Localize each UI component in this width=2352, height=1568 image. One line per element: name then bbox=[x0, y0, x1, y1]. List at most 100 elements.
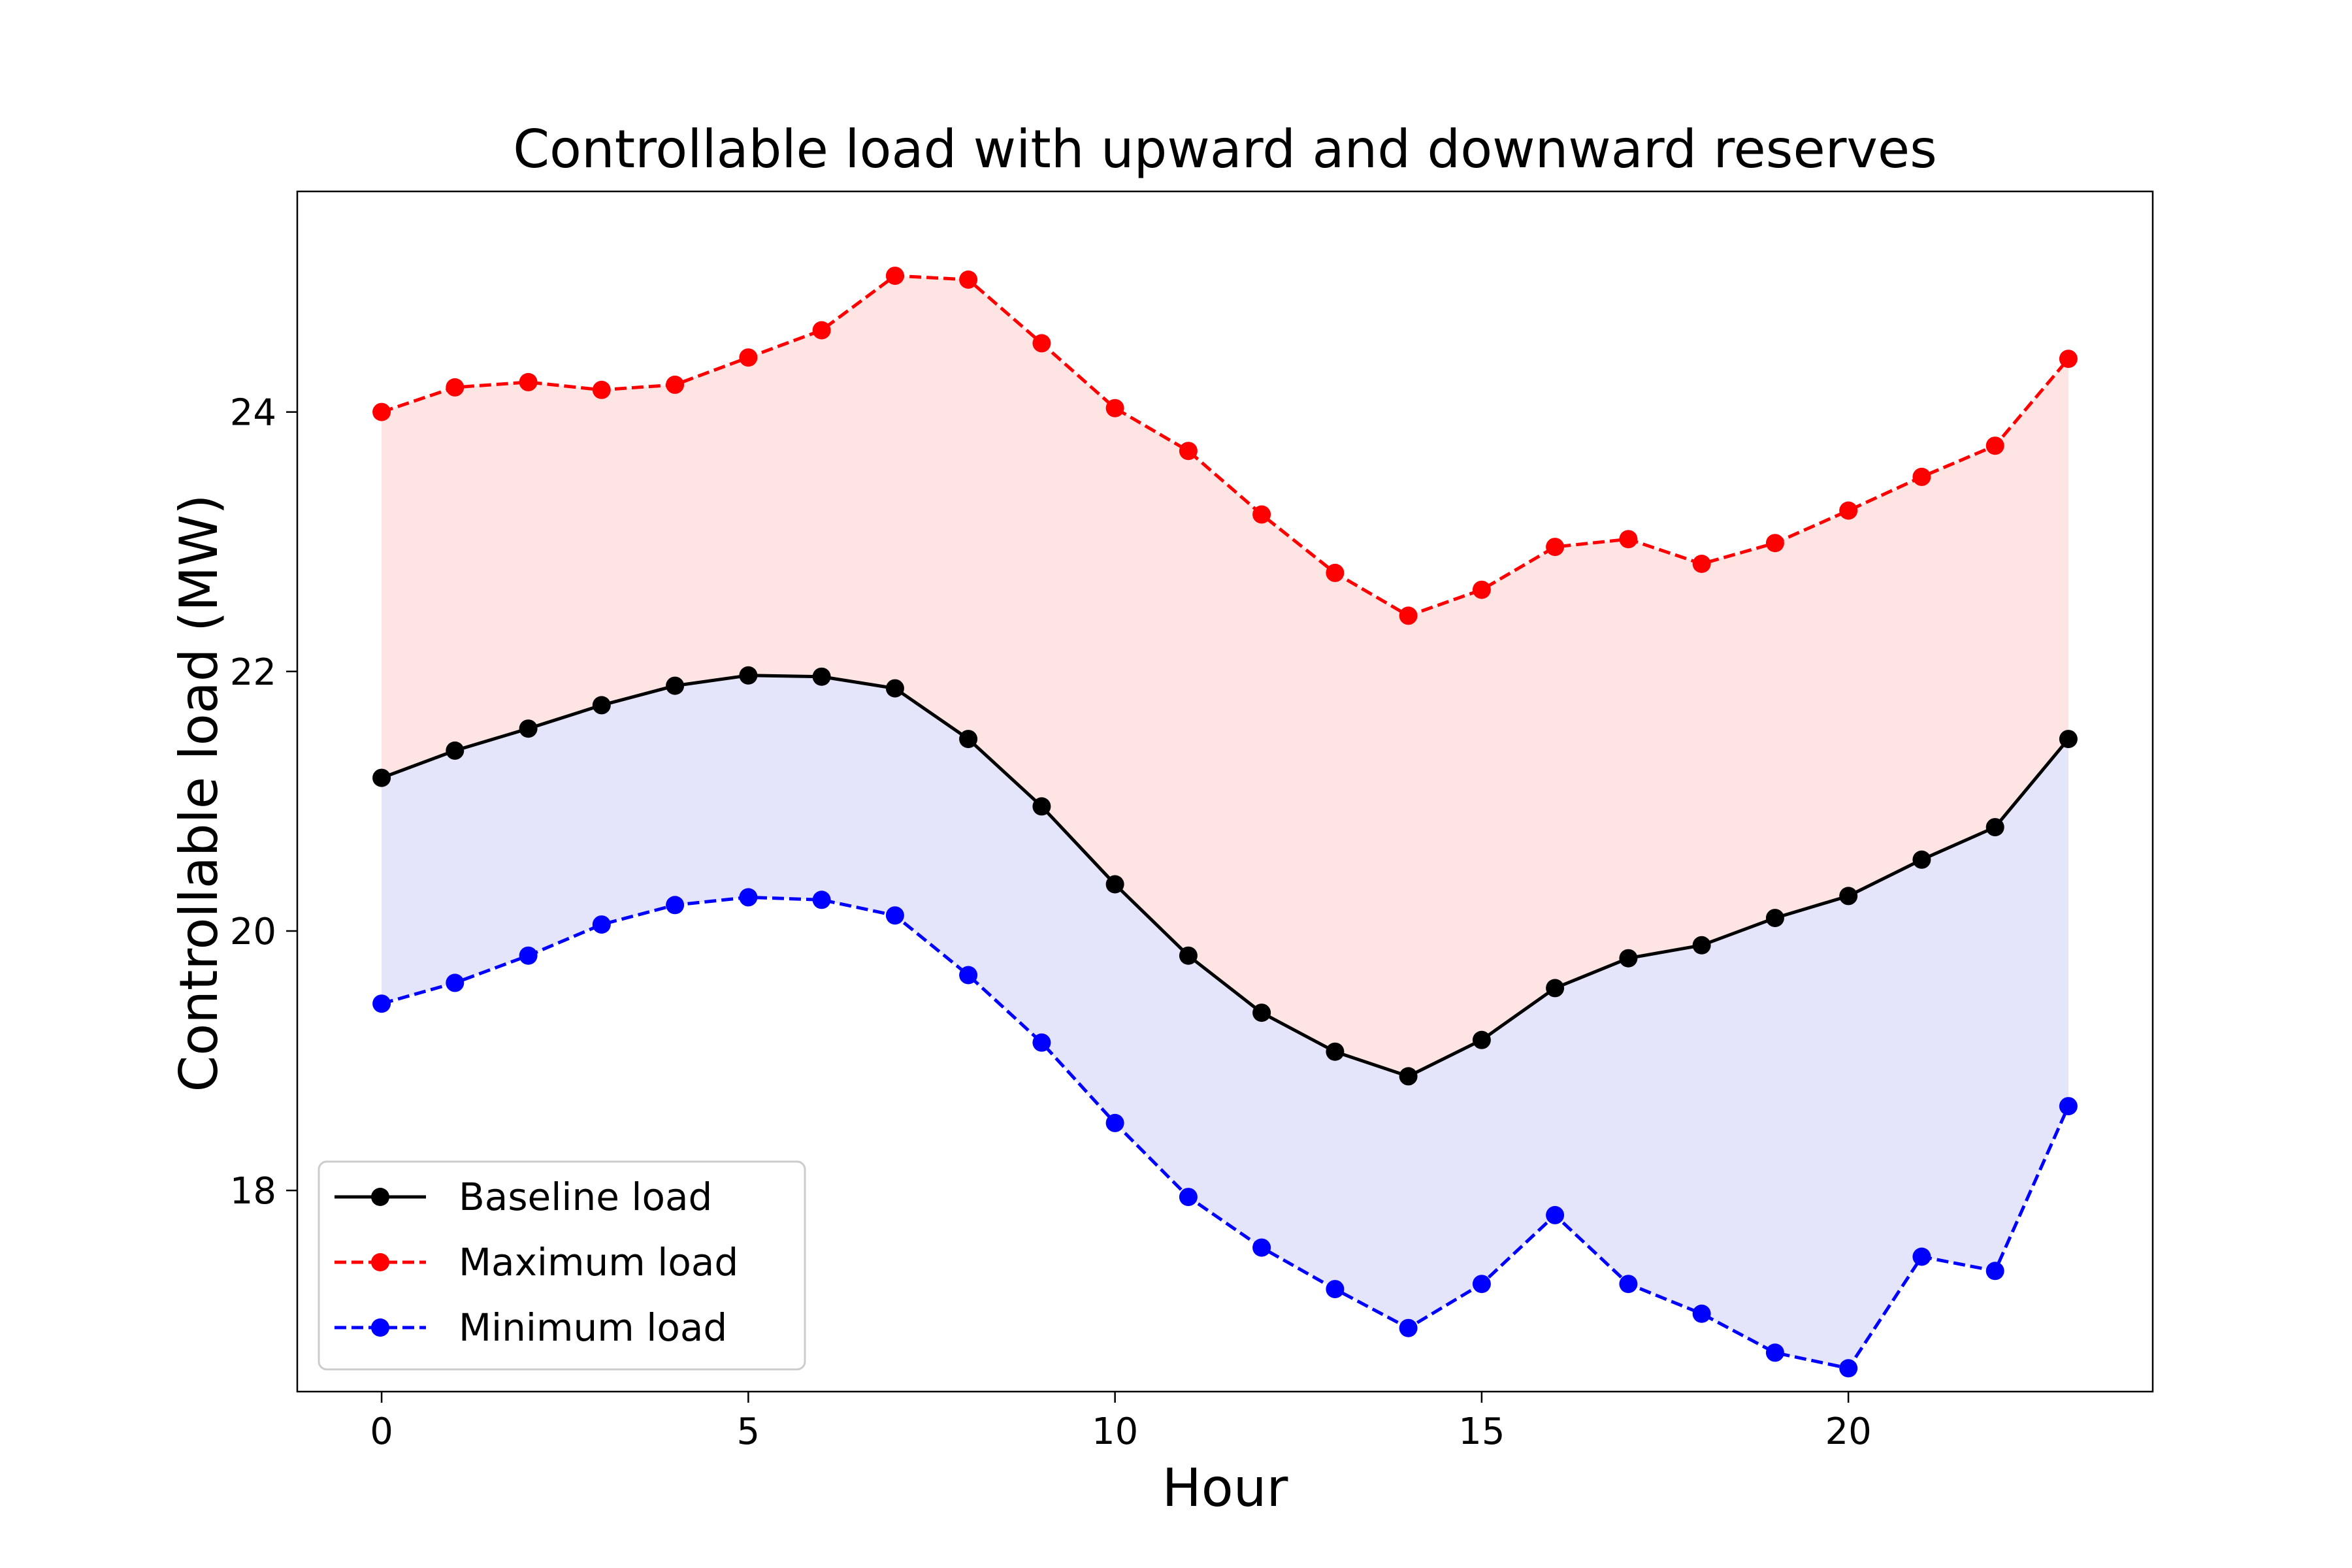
legend-label-minimum-load: Minimum load bbox=[459, 1305, 727, 1350]
legend-entry-baseline-load: Baseline load bbox=[335, 1175, 712, 1219]
point-baseline-load-0 bbox=[372, 768, 391, 787]
x-tick-label-5: 5 bbox=[737, 1411, 760, 1453]
x-axis-label: Hour bbox=[1162, 1458, 1288, 1518]
point-baseline-load-20 bbox=[1839, 887, 1858, 906]
point-maximum-load-21 bbox=[1912, 467, 1931, 486]
plot-frame bbox=[296, 190, 2154, 1393]
series-line-baseline-load bbox=[381, 674, 2070, 1078]
legend-label-maximum-load: Maximum load bbox=[459, 1240, 738, 1284]
point-maximum-load-8 bbox=[959, 270, 978, 289]
point-maximum-load-3 bbox=[592, 380, 611, 399]
point-minimum-load-6 bbox=[812, 890, 831, 909]
point-baseline-load-5 bbox=[739, 666, 758, 685]
point-maximum-load-2 bbox=[519, 372, 538, 391]
point-maximum-load-18 bbox=[1692, 555, 1711, 573]
x-tick-label-20: 20 bbox=[1825, 1411, 1872, 1453]
point-minimum-load-9 bbox=[1032, 1033, 1051, 1052]
point-maximum-load-19 bbox=[1765, 534, 1784, 553]
point-minimum-load-19 bbox=[1765, 1343, 1784, 1362]
legend: Baseline load Maximum load Minimum load bbox=[318, 1160, 806, 1371]
point-maximum-load-11 bbox=[1179, 442, 1198, 461]
point-minimum-load-23 bbox=[2059, 1097, 2078, 1116]
point-baseline-load-21 bbox=[1912, 850, 1931, 869]
point-minimum-load-22 bbox=[1985, 1262, 2004, 1281]
point-minimum-load-11 bbox=[1179, 1188, 1198, 1207]
point-minimum-load-8 bbox=[959, 966, 978, 985]
point-baseline-load-23 bbox=[2059, 730, 2078, 749]
point-baseline-load-10 bbox=[1105, 875, 1124, 894]
point-baseline-load-11 bbox=[1179, 946, 1198, 965]
point-minimum-load-7 bbox=[885, 906, 904, 925]
point-maximum-load-9 bbox=[1032, 334, 1051, 353]
point-minimum-load-5 bbox=[739, 888, 758, 907]
legend-entry-maximum-load: Maximum load bbox=[335, 1240, 738, 1284]
point-minimum-load-12 bbox=[1252, 1238, 1271, 1257]
point-minimum-load-14 bbox=[1399, 1318, 1418, 1337]
point-minimum-load-4 bbox=[666, 896, 685, 915]
point-maximum-load-7 bbox=[885, 267, 904, 286]
point-baseline-load-19 bbox=[1765, 909, 1784, 928]
y-tick-label-24: 24 bbox=[230, 392, 276, 434]
point-maximum-load-15 bbox=[1472, 580, 1491, 599]
series-maximum-load bbox=[372, 267, 2078, 625]
x-tick-label-10: 10 bbox=[1092, 1411, 1138, 1453]
point-maximum-load-1 bbox=[446, 378, 465, 397]
point-maximum-load-0 bbox=[372, 402, 391, 421]
point-minimum-load-0 bbox=[372, 994, 391, 1013]
y-axis-label: Controllable load (MW) bbox=[169, 494, 229, 1092]
legend-marker-baseline-load bbox=[371, 1188, 389, 1206]
point-maximum-load-4 bbox=[666, 375, 685, 394]
point-minimum-load-3 bbox=[592, 915, 611, 934]
x-axis-ticks: 0 5 10 15 20 bbox=[370, 1392, 1872, 1453]
point-baseline-load-6 bbox=[812, 667, 831, 686]
y-tick-label-20: 20 bbox=[230, 911, 276, 953]
point-baseline-load-15 bbox=[1472, 1030, 1491, 1049]
series-minimum-load bbox=[372, 888, 2078, 1378]
point-maximum-load-6 bbox=[812, 321, 831, 340]
point-maximum-load-22 bbox=[1985, 436, 2004, 455]
point-maximum-load-14 bbox=[1399, 606, 1418, 625]
point-maximum-load-20 bbox=[1839, 501, 1858, 520]
point-maximum-load-10 bbox=[1105, 399, 1124, 417]
point-baseline-load-7 bbox=[885, 679, 904, 698]
point-baseline-load-14 bbox=[1399, 1067, 1418, 1086]
point-maximum-load-23 bbox=[2059, 350, 2078, 368]
point-minimum-load-1 bbox=[446, 973, 465, 992]
point-minimum-load-17 bbox=[1619, 1275, 1638, 1294]
point-baseline-load-18 bbox=[1692, 936, 1711, 955]
point-baseline-load-13 bbox=[1326, 1042, 1345, 1061]
series-baseline-load bbox=[372, 666, 2078, 1086]
point-minimum-load-20 bbox=[1839, 1359, 1858, 1378]
series-line-minimum-load bbox=[381, 895, 2070, 1370]
y-tick-label-22: 22 bbox=[230, 651, 276, 694]
legend-marker-minimum-load bbox=[371, 1318, 389, 1337]
point-maximum-load-5 bbox=[739, 348, 758, 367]
fill-minimum-load-to-baseline-load bbox=[382, 675, 2068, 1369]
legend-marker-maximum-load bbox=[371, 1253, 389, 1271]
point-baseline-load-9 bbox=[1032, 797, 1051, 816]
legend-entry-minimum-load: Minimum load bbox=[335, 1305, 727, 1350]
point-minimum-load-10 bbox=[1105, 1113, 1124, 1132]
x-tick-label-0: 0 bbox=[370, 1411, 393, 1453]
point-maximum-load-13 bbox=[1326, 563, 1345, 582]
legend-label-baseline-load: Baseline load bbox=[459, 1175, 712, 1219]
point-baseline-load-16 bbox=[1546, 979, 1565, 998]
point-maximum-load-12 bbox=[1252, 505, 1271, 524]
point-maximum-load-17 bbox=[1619, 530, 1638, 549]
point-minimum-load-16 bbox=[1546, 1205, 1565, 1224]
x-tick-label-15: 15 bbox=[1458, 1411, 1505, 1453]
y-axis-ticks: 18 20 22 24 bbox=[230, 392, 297, 1213]
y-tick-label-18: 18 bbox=[230, 1170, 276, 1213]
point-baseline-load-2 bbox=[519, 719, 538, 738]
point-maximum-load-16 bbox=[1546, 538, 1565, 557]
point-baseline-load-17 bbox=[1619, 949, 1638, 968]
point-minimum-load-18 bbox=[1692, 1304, 1711, 1323]
point-baseline-load-22 bbox=[1985, 818, 2004, 837]
series-group bbox=[372, 267, 2078, 1378]
point-baseline-load-4 bbox=[666, 676, 685, 695]
fill-baseline-load-to-maximum-load bbox=[382, 276, 2068, 1077]
chart-title: Controllable load with upward and downwa… bbox=[513, 119, 1937, 180]
point-baseline-load-12 bbox=[1252, 1004, 1271, 1022]
point-minimum-load-13 bbox=[1326, 1280, 1345, 1299]
